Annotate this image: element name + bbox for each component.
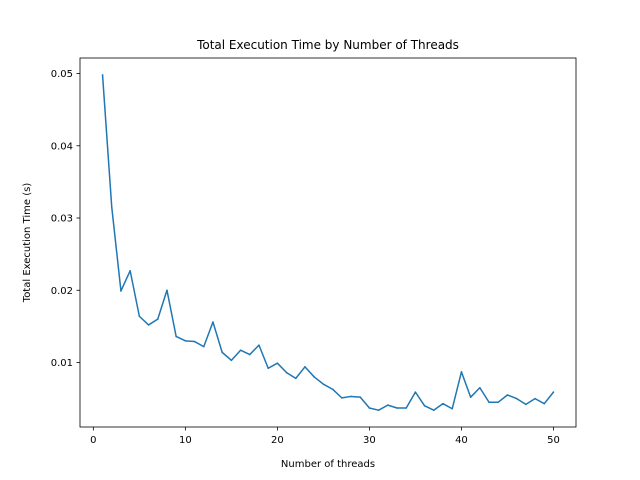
data-point [156,318,159,320]
data-point [129,269,131,272]
chart-title: Total Execution Time by Number of Thread… [196,38,459,52]
data-point [331,388,334,391]
data-point [387,404,389,406]
x-tick-label: 10 [179,435,192,446]
data-point [285,371,288,374]
data-point [101,74,104,76]
data-point [110,206,113,208]
data-point [239,349,242,352]
y-tick-label: 0.01 [51,358,73,369]
y-axis-label: Total Execution Time (s) [22,183,33,304]
data-point [202,345,205,348]
data-point [221,351,223,354]
data-point [525,403,527,406]
data-point [414,391,417,393]
x-tick-label: 30 [363,435,376,446]
data-point [120,290,122,292]
data-point [184,340,187,342]
x-axis-label: Number of threads [281,459,375,470]
data-point [497,401,500,404]
data-point [543,402,546,405]
data-point [230,359,233,362]
x-tick-label: 20 [271,435,284,446]
ticks: 0 10 20 30 40 50 0.01 0.02 0.03 0.04 0.05 [51,69,560,446]
data-point [166,289,168,292]
axes [79,57,577,428]
data-point [368,407,371,409]
data-point [341,397,343,399]
data-point [175,335,177,338]
x-tick-label: 0 [90,435,96,446]
x-tick-label: 40 [455,435,468,446]
data-point [276,362,279,365]
data-point [377,409,380,411]
data-point [350,395,352,398]
data-point [479,386,481,389]
axes-frame [79,57,577,428]
y-tick-label: 0.02 [51,286,73,297]
data-point [313,376,316,378]
data-point [258,344,260,346]
data-point [138,315,141,318]
data-point [469,396,472,398]
data-point [534,397,536,400]
data-point [294,377,297,380]
data-point [396,407,398,409]
data-point [460,371,463,373]
data-point [193,340,196,343]
plot-area [101,74,555,411]
data-point [488,401,490,404]
data-point [423,405,426,407]
data-point [212,321,214,323]
data-point [515,397,518,400]
data-point [267,367,269,370]
x-tick-label: 50 [547,435,560,446]
data-point [433,409,435,411]
data-point [506,394,509,396]
data-point [442,402,444,405]
y-tick-label: 0.05 [51,69,73,80]
y-tick-label: 0.04 [51,141,73,152]
data-point [451,407,454,410]
data-point [248,353,251,356]
data-point [322,383,325,385]
data-point [304,366,306,368]
data-point [359,396,362,398]
data-point [405,407,408,409]
series-line [101,74,555,411]
data-point [552,391,555,393]
data-point [147,324,150,326]
y-tick-label: 0.03 [51,214,73,225]
